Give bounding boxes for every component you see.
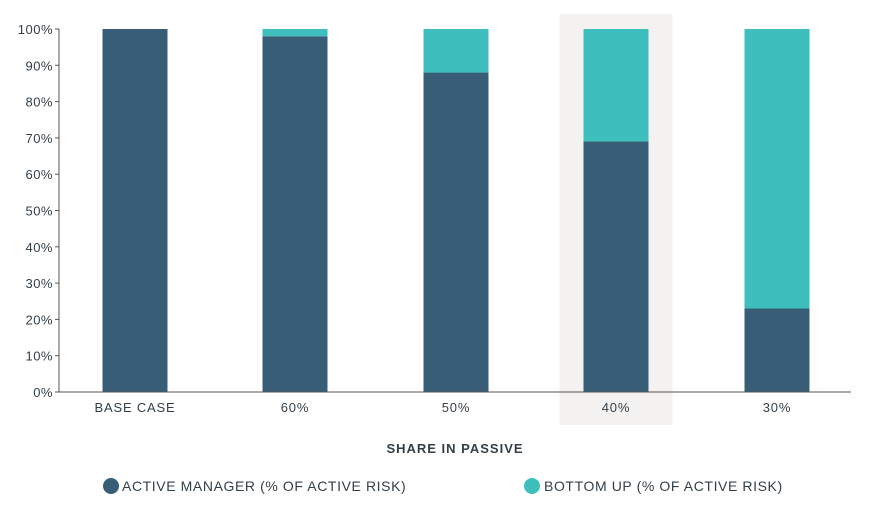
bar-segment-bottom-up-4 (744, 29, 810, 309)
x-tick-label: 30% (763, 400, 791, 415)
bar-segment-active-manager-3 (583, 141, 649, 392)
y-tick-label: 100% (18, 22, 53, 37)
bar-segment-bottom-up-2 (423, 29, 489, 73)
y-tick-label: 0% (33, 385, 53, 400)
y-tick-label: 70% (25, 131, 53, 146)
y-tick-label: 90% (25, 58, 53, 73)
legend-swatch (103, 478, 119, 494)
y-tick-label: 60% (25, 167, 53, 182)
x-tick-label: 40% (602, 400, 630, 415)
legend-item-active-manager: ACTIVE MANAGER (% OF ACTIVE RISK) (103, 478, 406, 494)
legend-label: ACTIVE MANAGER (% OF ACTIVE RISK) (122, 478, 406, 494)
y-tick-label: 50% (25, 204, 53, 219)
y-tick-label: 40% (25, 240, 53, 255)
x-tick-label: 60% (281, 400, 309, 415)
bar-segment-active-manager-4 (744, 308, 810, 392)
bar-segment-bottom-up-1 (262, 29, 328, 37)
y-tick-label: 10% (25, 349, 53, 364)
y-tick-label: 20% (25, 312, 53, 327)
bar-segment-active-manager-0 (102, 29, 168, 392)
x-tick-label: 50% (442, 400, 470, 415)
y-tick-label: 80% (25, 95, 53, 110)
legend-label: BOTTOM UP (% OF ACTIVE RISK) (544, 478, 783, 494)
legend-swatch (524, 478, 540, 494)
legend-item-bottom-up: BOTTOM UP (% OF ACTIVE RISK) (524, 478, 783, 494)
x-axis-title: SHARE IN PASSIVE (386, 441, 523, 456)
y-tick-label: 30% (25, 276, 53, 291)
x-tick-label: BASE CASE (95, 400, 176, 415)
bar-segment-active-manager-2 (423, 72, 489, 392)
bar-segment-bottom-up-3 (583, 29, 649, 142)
bar-segment-active-manager-1 (262, 36, 328, 392)
